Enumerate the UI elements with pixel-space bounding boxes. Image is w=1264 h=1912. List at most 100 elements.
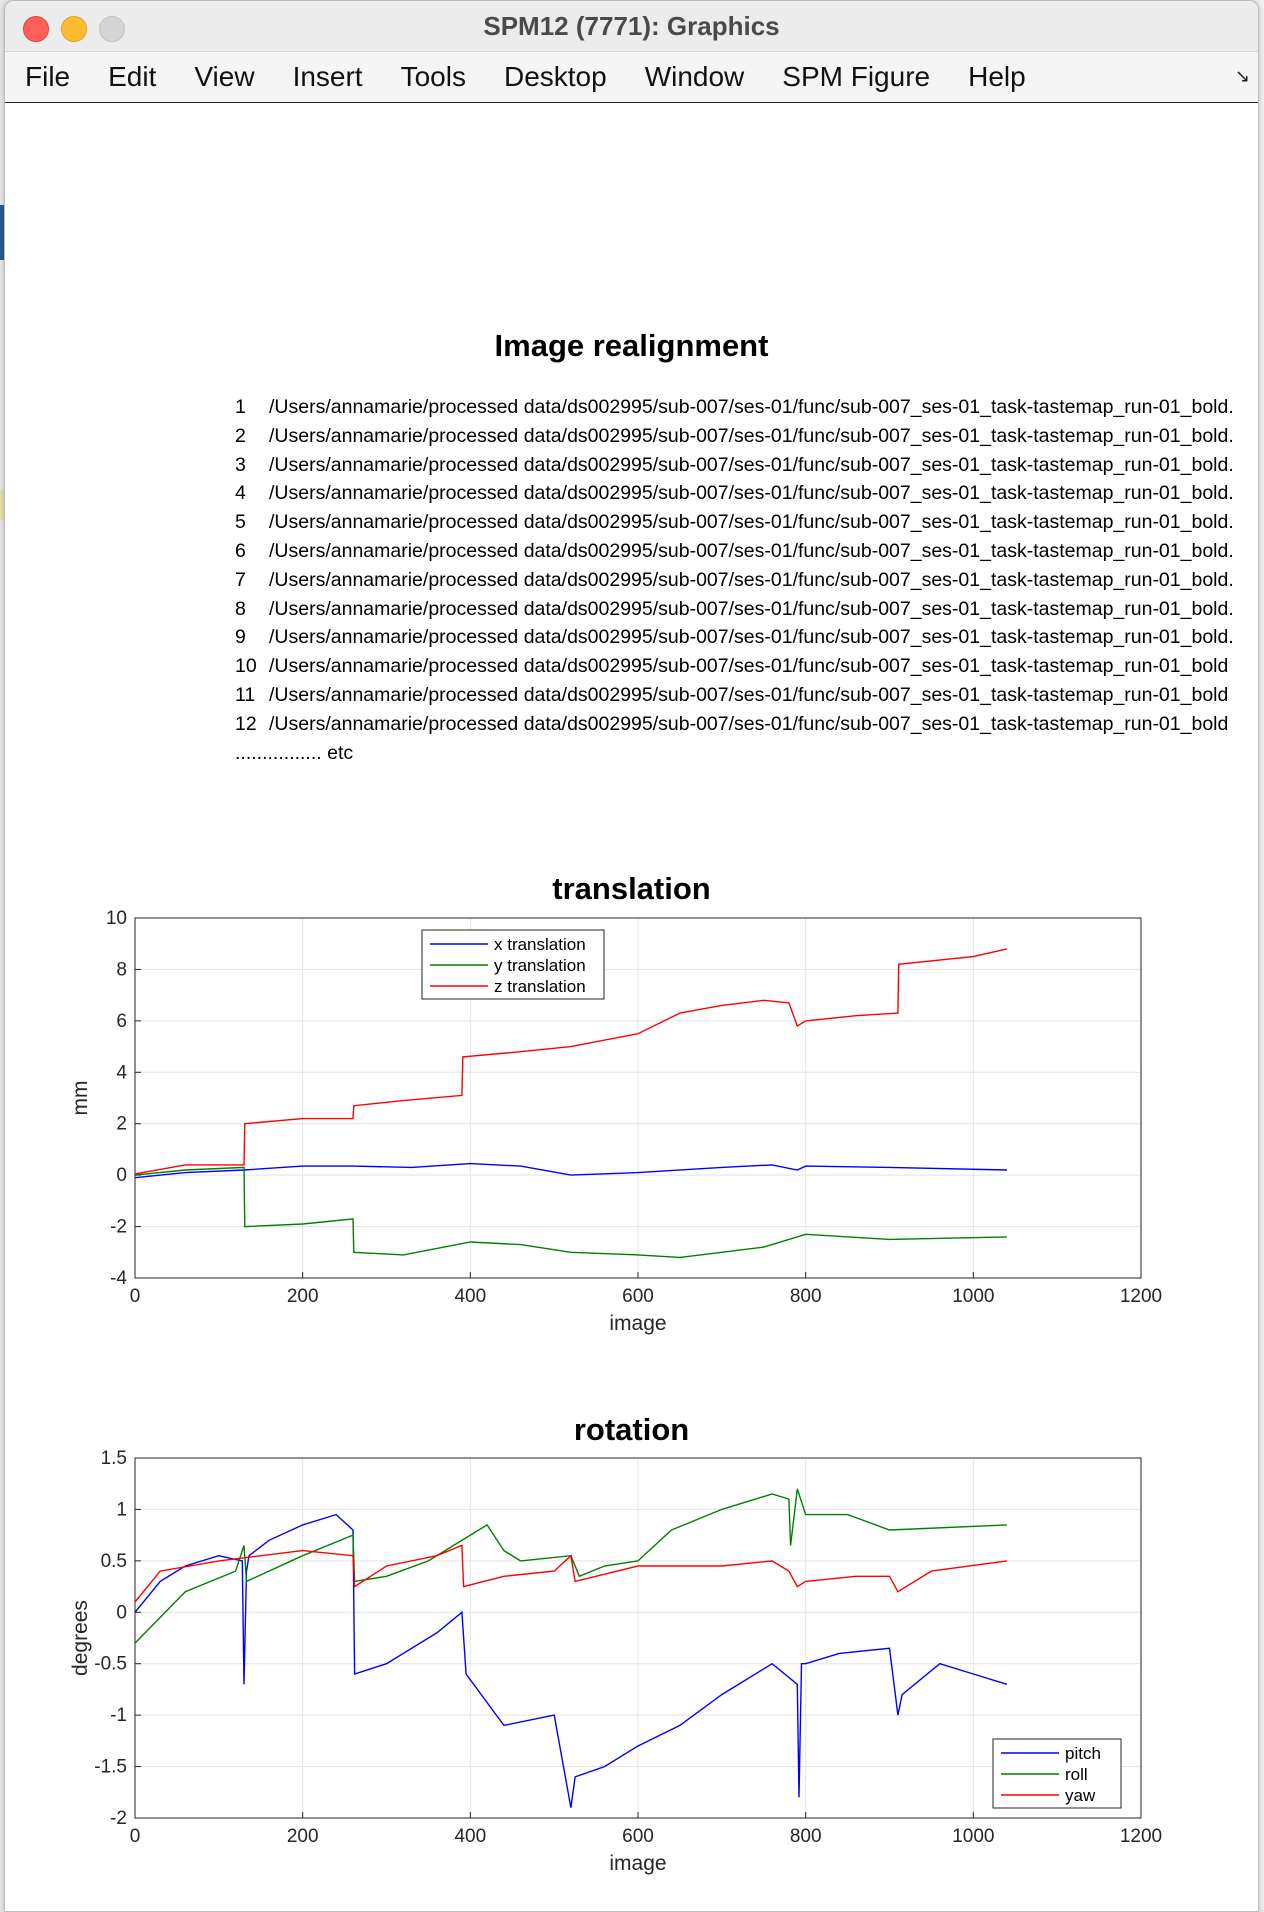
x-tick-label: 800 xyxy=(790,1286,822,1307)
y-tick-label: 0.5 xyxy=(101,1551,127,1572)
zoom-window-button[interactable] xyxy=(99,16,125,42)
x-tick-label: 0 xyxy=(130,1826,141,1847)
file-path: /Users/annamarie/processed data/ds002995… xyxy=(269,453,1234,476)
list-item: 3/Users/annamarie/processed data/ds00299… xyxy=(235,451,1258,480)
series-line-y-translation xyxy=(134,1166,1007,1259)
y-tick-label: 1 xyxy=(116,1499,127,1520)
legend-label: roll xyxy=(1065,1765,1088,1784)
series-line-pitch xyxy=(134,1513,1008,1808)
x-tick-label: 1000 xyxy=(952,1286,994,1307)
list-item: 12/Users/annamarie/processed data/ds0029… xyxy=(235,710,1258,739)
file-index: 3 xyxy=(235,453,246,476)
legend: x translation y translation z translation xyxy=(421,929,605,1000)
file-index: 8 xyxy=(235,597,246,620)
legend-label: y translation xyxy=(494,956,586,975)
y-axis-label: degrees xyxy=(69,1600,92,1676)
close-window-button[interactable] xyxy=(23,16,49,42)
y-tick-label: 0 xyxy=(116,1602,127,1623)
file-path: /Users/annamarie/processed data/ds002995… xyxy=(269,655,1229,678)
minimize-window-button[interactable] xyxy=(61,16,87,42)
menu-view[interactable]: View xyxy=(194,61,255,92)
menu-edit[interactable]: Edit xyxy=(108,61,157,92)
y-tick-label: 8 xyxy=(116,959,127,980)
menu-spm-figure[interactable]: SPM Figure xyxy=(782,61,931,92)
x-tick-label: 600 xyxy=(622,1826,654,1847)
file-index: 11 xyxy=(235,683,256,706)
x-tick-label: 1000 xyxy=(952,1826,994,1847)
y-tick-label: -0.5 xyxy=(94,1654,127,1675)
file-path: /Users/annamarie/processed data/ds002995… xyxy=(269,683,1229,706)
file-index: 10 xyxy=(235,655,257,678)
list-item: 6/Users/annamarie/processed data/ds00299… xyxy=(235,537,1258,566)
list-item: 1/Users/annamarie/processed data/ds00299… xyxy=(235,393,1258,422)
list-item: 5/Users/annamarie/processed data/ds00299… xyxy=(235,508,1258,537)
file-index: 12 xyxy=(235,712,257,735)
translation-chart: 0 200 400 600 800 1000 1200 -4 -2 0 2 4 6 8 10 image mm x… xyxy=(69,908,1162,1335)
list-item: 8/Users/annamarie/processed data/ds00299… xyxy=(235,595,1258,624)
menu-bar: File Edit View Insert Tools Desktop Wind… xyxy=(5,52,1258,104)
file-list: 1/Users/annamarie/processed data/ds00299… xyxy=(235,393,1258,767)
y-tick-label: -2 xyxy=(110,1808,127,1829)
file-path: /Users/annamarie/processed data/ds002995… xyxy=(269,568,1234,591)
graphics-window: SPM12 (7771): Graphics File Edit View In… xyxy=(4,0,1259,1912)
list-item: 2/Users/annamarie/processed data/ds00299… xyxy=(235,422,1258,451)
y-tick-label: -1 xyxy=(110,1705,127,1726)
series-line-z-translation xyxy=(134,948,1008,1175)
figure-canvas: Image realignment 1/Users/annamarie/proc… xyxy=(5,103,1258,1911)
x-axis-label: image xyxy=(609,1852,666,1875)
menu-file[interactable]: File xyxy=(25,61,71,92)
x-tick-label: 0 xyxy=(130,1286,141,1307)
list-item: 10/Users/annamarie/processed data/ds0029… xyxy=(235,652,1258,681)
x-tick-label: 400 xyxy=(454,1286,486,1307)
y-tick-label: 4 xyxy=(116,1062,127,1083)
file-path: /Users/annamarie/processed data/ds002995… xyxy=(269,482,1234,505)
translation-chart-title: translation xyxy=(552,871,711,906)
menu-help[interactable]: Help xyxy=(968,61,1026,92)
x-tick-label: 800 xyxy=(790,1826,822,1847)
menu-window[interactable]: Window xyxy=(644,61,745,92)
file-index: 1 xyxy=(235,396,246,418)
file-index: 7 xyxy=(235,568,246,591)
x-tick-label: 200 xyxy=(287,1826,319,1847)
title-bar[interactable]: SPM12 (7771): Graphics xyxy=(5,1,1258,52)
legend-label: x translation xyxy=(494,935,586,954)
y-axis-label: mm xyxy=(69,1081,92,1116)
file-index: 6 xyxy=(235,539,246,562)
x-tick-label: 1200 xyxy=(1120,1286,1162,1307)
file-index: 4 xyxy=(235,482,246,505)
menu-desktop[interactable]: Desktop xyxy=(503,61,607,92)
list-item: 9/Users/annamarie/processed data/ds00299… xyxy=(235,623,1258,652)
series-line-x-translation xyxy=(134,1162,1007,1179)
list-item: 7/Users/annamarie/processed data/ds00299… xyxy=(235,566,1258,595)
file-index: 9 xyxy=(235,626,246,649)
legend-label: yaw xyxy=(1065,1786,1096,1805)
x-tick-label: 1200 xyxy=(1120,1826,1162,1847)
x-tick-label: 600 xyxy=(622,1286,654,1307)
legend-label: z translation xyxy=(494,977,586,996)
series-line-roll xyxy=(134,1488,1007,1644)
file-path: /Users/annamarie/processed data/ds002995… xyxy=(269,424,1234,447)
file-path: /Users/annamarie/processed data/ds002995… xyxy=(269,597,1234,620)
y-tick-label: 0 xyxy=(116,1165,127,1186)
file-path: /Users/annamarie/processed data/ds002995… xyxy=(269,626,1234,649)
y-tick-label: -2 xyxy=(110,1217,127,1238)
y-tick-label: 10 xyxy=(106,908,127,929)
rotation-chart: 0 200 400 600 800 1000 1200 -2 -1.5 -1 -0.5 0 0.5 1 1.… xyxy=(69,1448,1162,1875)
etc-line: ................ etc xyxy=(235,741,354,764)
file-path: /Users/annamarie/processed data/ds002995… xyxy=(269,539,1234,562)
menu-insert[interactable]: Insert xyxy=(292,61,363,92)
window-title: SPM12 (7771): Graphics xyxy=(483,11,780,41)
file-path: /Users/annamarie/processed data/ds002995… xyxy=(269,712,1229,735)
x-tick-label: 200 xyxy=(287,1286,319,1307)
x-axis-label: image xyxy=(609,1312,666,1335)
legend: pitch roll yaw xyxy=(992,1738,1122,1809)
file-path: /Users/annamarie/processed data/ds002995… xyxy=(269,396,1234,418)
dock-arrow-icon[interactable]: ↘ xyxy=(1234,66,1250,86)
menu-tools[interactable]: Tools xyxy=(400,61,466,92)
y-tick-label: -4 xyxy=(110,1268,127,1289)
y-tick-label: 6 xyxy=(116,1011,127,1032)
legend-label: pitch xyxy=(1065,1744,1101,1763)
list-item: 11/Users/annamarie/processed data/ds0029… xyxy=(235,681,1258,710)
x-tick-label: 400 xyxy=(454,1826,486,1847)
file-index: 2 xyxy=(235,424,246,447)
